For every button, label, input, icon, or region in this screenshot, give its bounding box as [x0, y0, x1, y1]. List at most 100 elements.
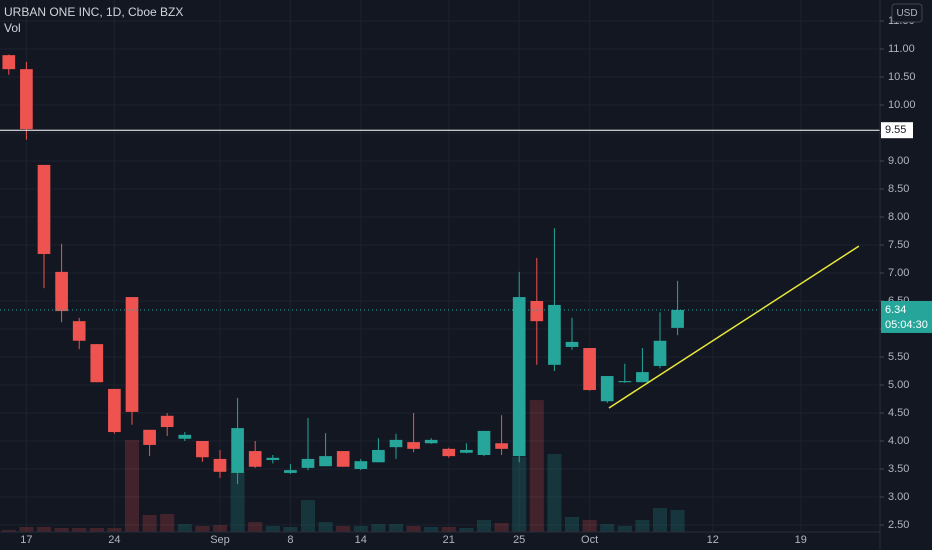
- volume-label: Vol: [4, 21, 21, 35]
- volume-bar: [300, 500, 316, 532]
- volume-bar: [36, 527, 52, 532]
- last-price-label: 6.34: [885, 304, 906, 316]
- candle-body: [178, 434, 192, 439]
- volume-bar: [547, 454, 562, 532]
- candle-body: [143, 429, 156, 445]
- volume-bar: [371, 524, 386, 532]
- x-tick-label: Oct: [581, 534, 598, 546]
- volume-bar: [72, 528, 87, 532]
- candle-body: [284, 470, 297, 473]
- volume-bar: [617, 526, 632, 532]
- candle-body: [548, 304, 561, 365]
- volume-bar: [142, 515, 157, 532]
- volume-bar: [476, 520, 492, 532]
- candle-body: [301, 458, 315, 468]
- y-tick-label: 8.00: [888, 211, 909, 223]
- y-tick-label: 4.50: [888, 407, 909, 419]
- volume-bar: [406, 526, 421, 532]
- y-tick-label: 2.50: [888, 519, 909, 531]
- volume-bar: [1, 530, 16, 532]
- candle-body: [495, 443, 508, 449]
- volume-bar: [283, 527, 298, 532]
- volume-bar: [89, 528, 104, 532]
- candle-body: [248, 451, 262, 467]
- volume-bar: [212, 525, 228, 532]
- volume-bar: [388, 524, 404, 532]
- volume-bar: [459, 528, 474, 532]
- y-tick-label: 3.00: [888, 491, 909, 503]
- candle-body: [565, 341, 579, 347]
- volume-layer: [1, 400, 685, 532]
- candle-body: [20, 69, 33, 130]
- currency[interactable]: USD: [896, 8, 917, 19]
- chart-title: URBAN ONE INC, 1D, Cboe BZX: [4, 5, 183, 19]
- candle-body: [653, 340, 667, 366]
- volume-bar: [107, 528, 122, 532]
- candle-body: [460, 449, 473, 453]
- candle-body: [600, 376, 614, 402]
- volume-bar: [177, 524, 192, 532]
- volume-bar: [652, 508, 668, 532]
- x-tick-label: 8: [287, 534, 293, 546]
- candle-body: [372, 449, 385, 463]
- candle-body: [37, 164, 51, 254]
- volume-bar: [124, 440, 140, 532]
- candle-body: [266, 457, 280, 461]
- candle-body: [160, 415, 174, 427]
- hline-tag: [881, 122, 913, 139]
- candle-body: [2, 55, 16, 70]
- candle-body: [336, 451, 350, 467]
- volume-bar: [564, 517, 580, 532]
- overlay-layer: [0, 129, 880, 409]
- candle-body: [442, 448, 456, 457]
- candle-body: [424, 439, 438, 444]
- volume-bar: [265, 526, 280, 532]
- candle-body: [512, 297, 526, 457]
- volume-bar: [160, 514, 175, 532]
- volume-bar: [635, 520, 650, 532]
- candle-body: [354, 461, 368, 469]
- y-tick-label: 8.50: [888, 183, 909, 195]
- trendline: [608, 245, 860, 409]
- candle-body: [583, 348, 596, 391]
- candle-body: [196, 441, 209, 458]
- volume-bar: [600, 524, 615, 532]
- candle-body: [389, 439, 403, 448]
- volume-bar: [512, 457, 527, 532]
- candle-body: [213, 458, 227, 472]
- y-tick-label: 11.00: [888, 43, 915, 55]
- grid: [0, 0, 880, 532]
- volume-bar: [582, 520, 597, 532]
- volume-bar: [336, 526, 351, 532]
- candle-body: [636, 372, 649, 383]
- volume-bar: [670, 510, 685, 532]
- last-price-tag: [881, 300, 932, 333]
- candle-body: [530, 301, 544, 322]
- volume-bar: [248, 522, 263, 532]
- volume-bar: [19, 527, 34, 532]
- candle-body: [125, 297, 139, 412]
- volume-bar: [54, 528, 69, 532]
- volume-bar: [353, 526, 368, 532]
- hline-tag-label: 9.55: [885, 124, 906, 136]
- x-tick-label: 21: [443, 534, 455, 546]
- currency-box[interactable]: [891, 3, 923, 23]
- x-tick-label: 19: [795, 534, 807, 546]
- volume-bar: [494, 523, 509, 532]
- x-tick-label: 24: [108, 534, 120, 546]
- x-tick-label: 14: [355, 534, 367, 546]
- y-tick-label: 10.00: [888, 99, 916, 111]
- candle-body: [477, 430, 491, 455]
- candle-body: [55, 271, 68, 312]
- candle-body: [231, 428, 244, 473]
- volume-bar: [230, 472, 245, 532]
- y-tick-label: 7.00: [888, 267, 909, 279]
- volume-bar: [529, 400, 544, 532]
- y-tick-label: 4.00: [888, 435, 909, 447]
- volume-bar: [318, 522, 333, 532]
- x-tick-label: 12: [707, 534, 719, 546]
- y-tick-label: 9.00: [888, 155, 909, 167]
- x-tick-label: Sep: [210, 534, 230, 546]
- candle-body: [108, 388, 121, 433]
